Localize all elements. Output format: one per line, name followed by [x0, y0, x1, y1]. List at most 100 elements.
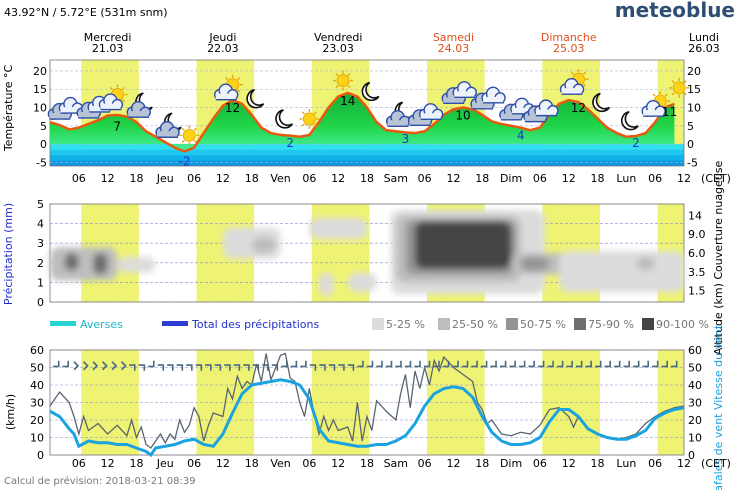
- sun-ray: [671, 80, 675, 84]
- arrow-chevron: [642, 360, 649, 368]
- x-tick-label: Sam: [384, 172, 408, 185]
- x-tick-label: Jeu: [156, 457, 174, 470]
- cloud-base: [535, 109, 556, 116]
- wind-direction-arrow: [224, 364, 231, 371]
- arrow-chevron: [214, 364, 222, 371]
- x-tick-label: 12: [216, 172, 230, 185]
- arrow-chevron: [300, 360, 307, 368]
- wind-direction-arrow: [414, 360, 421, 368]
- arrow-chevron: [243, 364, 250, 371]
- altitude-tick-label: 14: [688, 209, 702, 222]
- arrow-chevron: [73, 361, 80, 371]
- y-tick-label: 0: [40, 138, 47, 151]
- arrow-chevron: [404, 360, 412, 368]
- sun-ray: [121, 99, 126, 103]
- sun-icon: [299, 108, 320, 129]
- wind-direction-arrow: [92, 361, 99, 371]
- wind-direction-arrow: [243, 364, 250, 371]
- cloud-base: [643, 110, 664, 117]
- y-tick-label: 60: [30, 344, 44, 357]
- x-tick-label: 06: [302, 457, 316, 470]
- cold-band: [50, 149, 684, 156]
- cloud-cover-blob: [559, 251, 684, 293]
- moon-cloud-icon: [385, 101, 413, 127]
- arrow-chevron: [509, 360, 516, 368]
- wind-direction-arrow: [614, 360, 621, 368]
- temperature-bands: [50, 144, 684, 166]
- arrow-chevron: [111, 361, 118, 371]
- sun-ray: [237, 77, 241, 81]
- y-tick-label-right: 60: [688, 344, 702, 357]
- wind-direction-arrow: [623, 360, 630, 368]
- legend-label: Total des précipitations: [191, 318, 319, 331]
- cloud-base: [89, 105, 110, 112]
- y-tick-label-right: -5: [687, 156, 698, 169]
- legend-swatch: [162, 321, 188, 326]
- wind-direction-arrow: [290, 360, 298, 368]
- wind-direction-arrow: [319, 364, 326, 371]
- moon-cloud-icon: [126, 92, 153, 118]
- arrow-chevron: [290, 360, 298, 368]
- wind-direction-arrow: [395, 360, 402, 368]
- sun-ray: [335, 85, 339, 89]
- altitude-tick-label: 3.5: [688, 266, 706, 279]
- x-tick-label: 18: [245, 457, 259, 470]
- arrow-chevron: [414, 360, 421, 368]
- sun-ray: [109, 86, 113, 91]
- sun-ray: [582, 83, 587, 87]
- x-tick-label: 18: [475, 172, 489, 185]
- wind-direction-arrow: [604, 360, 611, 368]
- moon-crescent: [621, 110, 639, 131]
- day-name: Vendredi: [314, 31, 362, 44]
- y-tick-label-right: 0: [688, 449, 695, 462]
- y-tick-label-right: 10: [688, 432, 702, 445]
- wind-direction-arrow: [148, 360, 155, 368]
- x-tick-label: 12: [562, 457, 576, 470]
- wind-direction-arrow: [594, 360, 602, 368]
- wind-direction-arrow: [547, 360, 554, 368]
- y-tick-label: 20: [30, 414, 44, 427]
- y-tick-label: 20: [33, 65, 47, 78]
- day-name: Jeudi: [208, 31, 236, 44]
- wind-direction-arrow: [167, 364, 174, 371]
- arrow-chevron: [490, 360, 497, 368]
- x-tick-label: Ven: [270, 457, 290, 470]
- sun-ray: [301, 123, 305, 127]
- y-tick-label: -5: [36, 156, 47, 169]
- sun-ray: [335, 72, 339, 77]
- arrow-chevron: [433, 360, 440, 368]
- y-tick-label: 5: [40, 120, 47, 133]
- arrow-chevron: [594, 360, 602, 368]
- arrow-chevron: [92, 361, 99, 371]
- wind-direction-arrow: [205, 364, 212, 371]
- cloud-base: [49, 113, 70, 120]
- sun-ray: [237, 89, 241, 93]
- cloud-icon: [407, 103, 444, 126]
- legend-label: Averses: [80, 318, 123, 331]
- wind-direction-arrow: [309, 364, 317, 371]
- sun-ray: [193, 127, 197, 131]
- legend-swatch: [642, 318, 654, 330]
- wind-direction-arrow: [338, 364, 345, 371]
- x-tick-label: Jeu: [156, 172, 174, 185]
- y-tick-label: 5: [37, 198, 44, 211]
- moon-icon: [621, 110, 639, 131]
- x-tick-label: 12: [446, 457, 460, 470]
- x-tick-label: 12: [446, 172, 460, 185]
- x-tick-label: 18: [591, 172, 605, 185]
- cloud-cover-blob: [117, 256, 156, 273]
- temperature-extreme-label: -2: [179, 154, 191, 168]
- wind-direction-arrow: [642, 360, 649, 368]
- temperature-extreme-label: 4: [517, 128, 525, 142]
- wind-direction-arrow: [461, 360, 469, 368]
- moon-crescent: [246, 89, 265, 109]
- arrow-chevron: [385, 360, 393, 368]
- wind-direction-arrow: [661, 360, 668, 368]
- wind-direction-arrow: [499, 360, 507, 368]
- y-tick-label-right: 30: [688, 397, 702, 410]
- y-tick-label-right: 15: [687, 83, 701, 96]
- wind-direction-arrow: [214, 364, 222, 371]
- cloud-base: [443, 97, 464, 104]
- temperature-extreme-label: 2: [632, 136, 640, 150]
